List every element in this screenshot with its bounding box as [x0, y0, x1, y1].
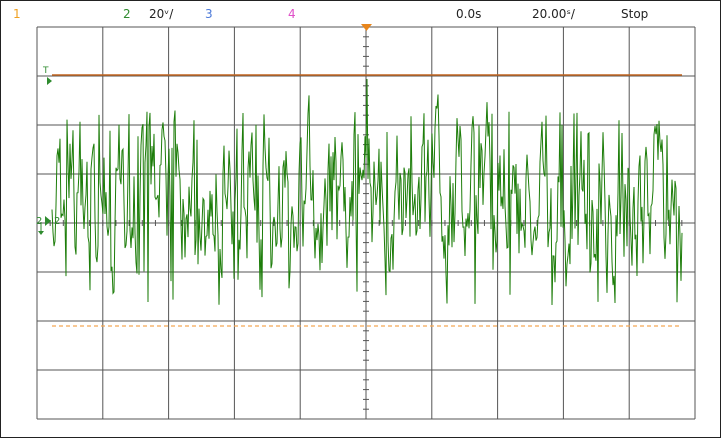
channel-4-label[interactable]: 4: [288, 7, 296, 21]
trigger-level-marker[interactable]: [47, 77, 52, 85]
time-offset[interactable]: 0.0s: [456, 7, 482, 21]
channel-3-label[interactable]: 3: [205, 7, 213, 21]
trigger-position-marker[interactable]: [361, 24, 372, 31]
channel-2-ground-arrow-icon: [38, 231, 44, 235]
channel-2-ground-label: 2: [36, 216, 42, 227]
channel-2-label[interactable]: 2: [123, 7, 131, 21]
channel-1-label[interactable]: 1: [13, 7, 21, 21]
run-state[interactable]: Stop: [621, 7, 649, 21]
channel-2-trace: [51, 78, 683, 306]
time-scale[interactable]: 20.00ˢ/: [532, 7, 575, 21]
channel-2-scale[interactable]: 20ᵛ/: [149, 7, 174, 21]
channel-2-reference-label: 2: [54, 216, 60, 227]
channel-2-ground-marker[interactable]: [45, 216, 51, 226]
trigger-label: T: [42, 66, 49, 76]
